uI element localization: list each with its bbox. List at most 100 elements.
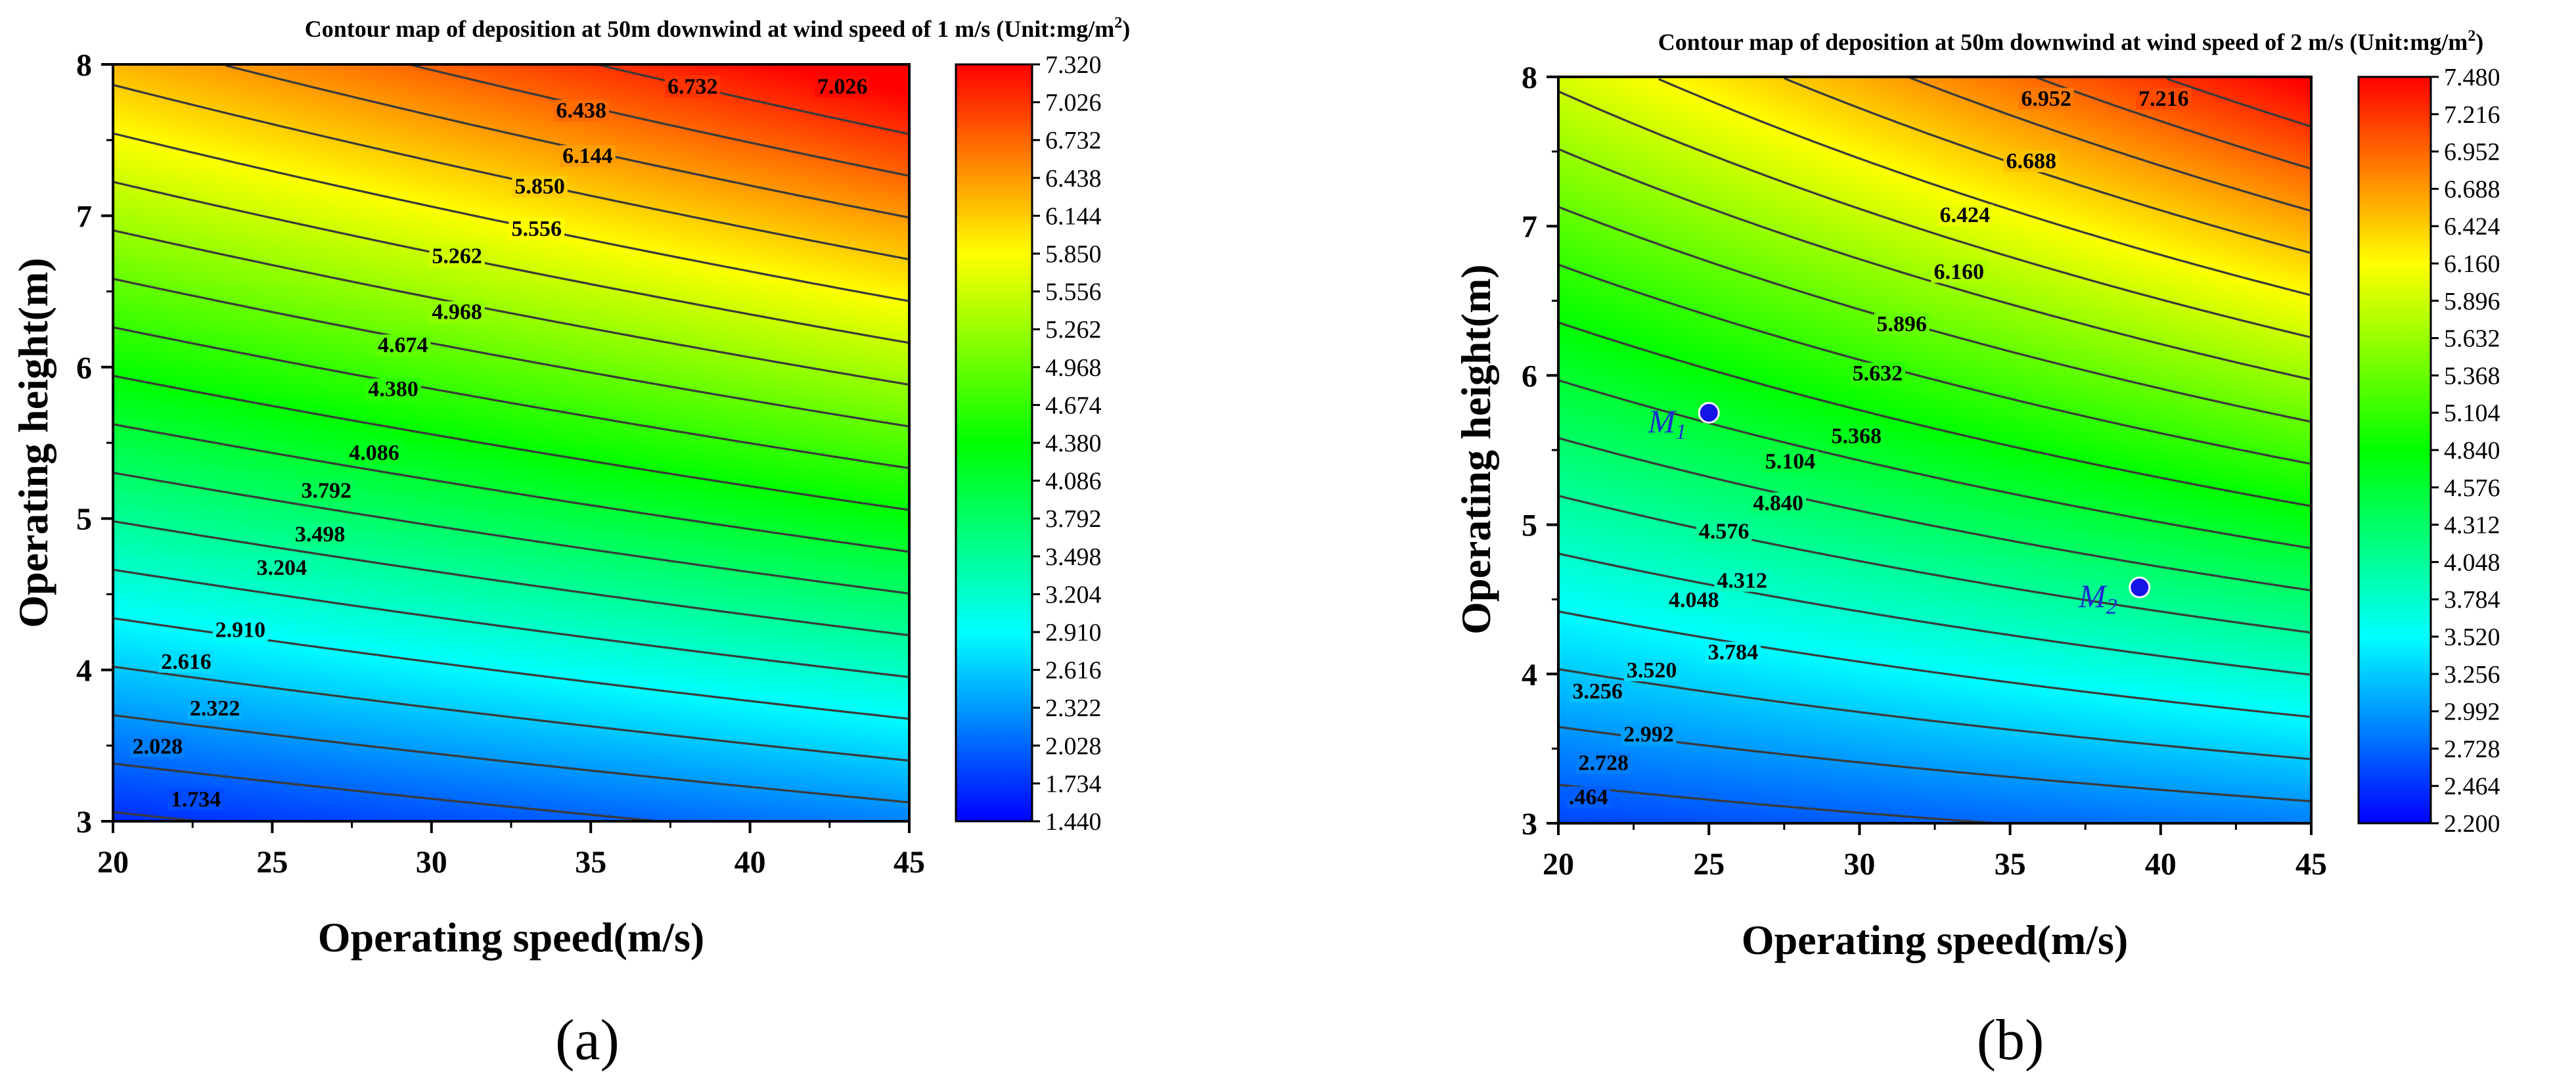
contour-label-background bbox=[168, 788, 224, 811]
colorbar-tick-label: 4.840 bbox=[2444, 437, 2500, 465]
contour-label-background bbox=[1874, 313, 1930, 335]
contour-label-background bbox=[2003, 150, 2059, 173]
y-tick-label: 6 bbox=[76, 351, 92, 386]
contour-label: 4.968 bbox=[432, 300, 482, 325]
contour-label-background bbox=[665, 76, 721, 98]
colorbar-tick-label: 2.028 bbox=[1045, 733, 1102, 760]
marked-point-label: M1 bbox=[1648, 403, 1687, 444]
contour-line bbox=[112, 568, 910, 679]
contour-label-background bbox=[512, 175, 568, 198]
contour-line bbox=[1658, 78, 2312, 296]
contour-line bbox=[112, 277, 910, 428]
panel-label-a: (a) bbox=[555, 1009, 620, 1072]
y-axis-ticks-b: 3 4 5 6 7 8 bbox=[1522, 60, 1558, 842]
contour-line bbox=[112, 375, 910, 511]
contour-label-background bbox=[1828, 425, 1885, 447]
contour-label-background bbox=[508, 217, 565, 240]
contour-label: 4.380 bbox=[368, 377, 418, 401]
marked-point bbox=[1698, 401, 1720, 424]
colorbar-tick-label: 2.464 bbox=[2444, 773, 2500, 800]
contour-label-background bbox=[1696, 520, 1752, 543]
contour-label: 2.992 bbox=[1623, 723, 1674, 747]
contour-line bbox=[112, 520, 910, 637]
contour-label: 3.498 bbox=[295, 522, 346, 547]
contour-label: 2.028 bbox=[133, 735, 183, 759]
colorbar-tick-label: 3.520 bbox=[2444, 624, 2500, 651]
contour-line bbox=[1558, 668, 2312, 760]
contour-label: 4.048 bbox=[1669, 588, 1719, 612]
colorbar-tick-label: 3.784 bbox=[2444, 586, 2500, 614]
y-tick-label: 7 bbox=[76, 199, 92, 234]
contour-line bbox=[112, 326, 910, 470]
colorbar-tick-label: 5.368 bbox=[2444, 362, 2500, 390]
contour-label: 7.216 bbox=[2138, 87, 2189, 111]
contour-label: 6.438 bbox=[556, 99, 606, 123]
x-tick-label: 45 bbox=[893, 845, 925, 880]
colorbar-tick-label: 2.616 bbox=[1045, 657, 1102, 685]
contour-label-background bbox=[158, 650, 214, 673]
x-tick-label: 30 bbox=[1843, 847, 1875, 882]
contour-line bbox=[1558, 725, 2312, 803]
colorbar-tick-label: 2.200 bbox=[2444, 810, 2500, 838]
y-tick-label: 4 bbox=[1522, 658, 1537, 693]
y-tick-label: 6 bbox=[1522, 359, 1537, 394]
contour-label-background bbox=[254, 556, 310, 579]
contour-line bbox=[597, 63, 910, 135]
contour-label-background bbox=[1762, 450, 1819, 472]
y-axis-label-b: Operating height(m) bbox=[1453, 264, 1499, 635]
colorbar-tick-label: 5.632 bbox=[2444, 325, 2500, 353]
contour-label-background bbox=[814, 76, 870, 98]
x-tick-label: 35 bbox=[575, 845, 606, 880]
marked-points-b: M1 M2 bbox=[1648, 401, 2151, 619]
contour-label-background bbox=[1666, 589, 1722, 612]
contour-label: 5.850 bbox=[514, 174, 565, 198]
contour-label: 4.674 bbox=[378, 333, 428, 357]
colorbar-tick-label: 6.144 bbox=[1045, 202, 1102, 230]
contour-label: .464 bbox=[1569, 785, 1608, 809]
colorbar-tick-label: 7.026 bbox=[1045, 89, 1102, 117]
contour-line bbox=[112, 229, 910, 386]
colorbar-tick-label: 4.086 bbox=[1045, 468, 1102, 495]
contour-line bbox=[1558, 90, 2312, 339]
colorbar-tick-label: 6.732 bbox=[1045, 127, 1102, 154]
contour-label: 5.104 bbox=[1765, 449, 1816, 474]
colorbar-tick-label: 2.728 bbox=[2444, 735, 2500, 763]
contour-label: 1.734 bbox=[171, 787, 221, 811]
colorbar-tick-label: 4.968 bbox=[1045, 354, 1102, 382]
contour-label: 3.204 bbox=[257, 556, 307, 580]
contour-label-background bbox=[553, 100, 609, 122]
colorbar-tick-label: 7.320 bbox=[1045, 51, 1102, 79]
colorbar-tick-label: 4.576 bbox=[2444, 474, 2500, 502]
contour-label: 6.952 bbox=[2021, 87, 2071, 111]
contour-label: 2.728 bbox=[1579, 751, 1629, 775]
contour-label: 6.424 bbox=[1940, 203, 1991, 227]
contour-label-background bbox=[1621, 723, 1677, 746]
contour-label: 5.368 bbox=[1832, 424, 1882, 448]
y-axis-label-a: Operating height(m) bbox=[10, 258, 56, 628]
contour-label: 3.256 bbox=[1572, 679, 1623, 704]
y-tick-label: 7 bbox=[1522, 210, 1537, 244]
x-tick-label: 45 bbox=[2295, 847, 2327, 882]
y-tick-label: 4 bbox=[76, 654, 92, 689]
colorbar-tick-label: 6.438 bbox=[1045, 165, 1102, 193]
chart-panel-b: Contour map of deposition at 50m downwin… bbox=[1453, 28, 2500, 1072]
x-tick-label: 20 bbox=[1543, 847, 1574, 882]
contour-label: 6.160 bbox=[1933, 260, 1984, 284]
y-tick-label: 5 bbox=[76, 502, 92, 537]
colorbar-tick-label: 6.424 bbox=[2444, 213, 2500, 240]
x-tick-label: 30 bbox=[416, 845, 447, 880]
colorbar-b bbox=[2357, 76, 2432, 825]
contour-label: 5.262 bbox=[432, 244, 482, 268]
contour-line bbox=[1558, 783, 1992, 824]
contour-label: 6.732 bbox=[667, 74, 718, 99]
contour-line bbox=[112, 714, 910, 804]
contour-line bbox=[1558, 206, 2312, 423]
colorbar-tick-label: 4.380 bbox=[1045, 430, 1102, 457]
contour-label: 5.556 bbox=[512, 217, 562, 241]
marked-point-label: M2 bbox=[2078, 578, 2117, 619]
colorbar-ticks-b: 2.200 2.464 2.728 2.992 3.256 3.520 3.784 4.048… bbox=[2431, 64, 2500, 838]
contour-line bbox=[112, 181, 910, 344]
contour-line bbox=[2166, 78, 2312, 128]
